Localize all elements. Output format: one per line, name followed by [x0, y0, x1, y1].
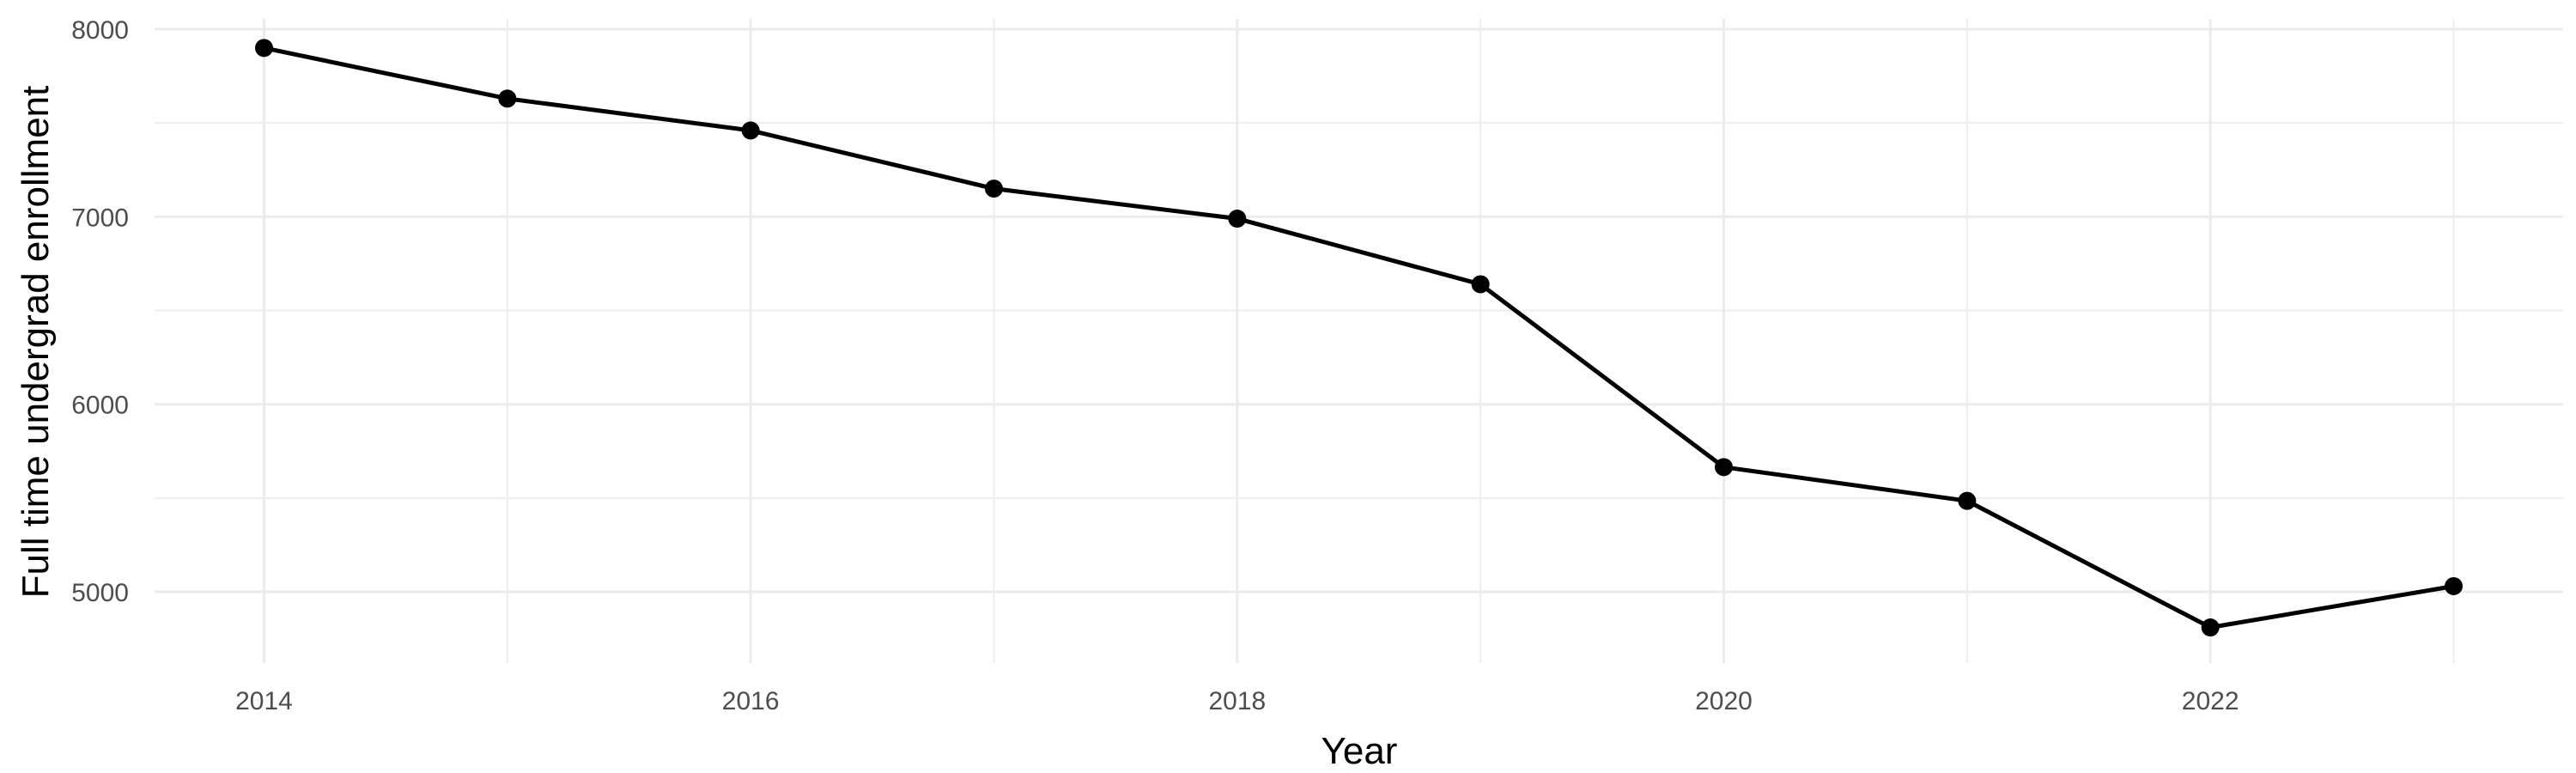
- gridlines-minor: [155, 19, 2563, 663]
- data-point-2018: [1228, 210, 1247, 228]
- data-point-2015: [498, 89, 517, 108]
- data-point-2020: [1715, 458, 1733, 477]
- x-tick-label-2016: 2016: [722, 687, 780, 715]
- y-tick-label-5000: 5000: [71, 579, 129, 607]
- y-tick-label-6000: 6000: [71, 392, 129, 420]
- y-tick-label-7000: 7000: [71, 204, 129, 232]
- enrollment-trend-line: [262, 46, 2456, 630]
- y-axis-title: Full time undergrad enrollment: [15, 86, 57, 599]
- x-tick-label-2020: 2020: [1695, 687, 1753, 715]
- data-point-2016: [741, 121, 760, 140]
- data-point-2022: [2201, 618, 2220, 637]
- data-point-2019: [1471, 275, 1490, 294]
- y-axis-tick-labels: 5000 6000 7000 8000: [71, 16, 129, 607]
- gridlines-major: [155, 19, 2563, 663]
- data-point-2023: [2445, 576, 2463, 595]
- x-tick-label-2018: 2018: [1208, 687, 1266, 715]
- data-point-2017: [985, 180, 1003, 198]
- x-axis-title: Year: [1321, 730, 1398, 772]
- data-point-2021: [1958, 491, 1977, 510]
- data-series: [255, 39, 2463, 637]
- x-tick-label-2022: 2022: [2182, 687, 2239, 715]
- x-axis-tick-labels: 2014 2016 2018 2020 2022: [235, 687, 2239, 715]
- data-point-2014: [255, 39, 273, 58]
- x-tick-label-2014: 2014: [235, 687, 293, 715]
- y-tick-label-8000: 8000: [71, 16, 129, 45]
